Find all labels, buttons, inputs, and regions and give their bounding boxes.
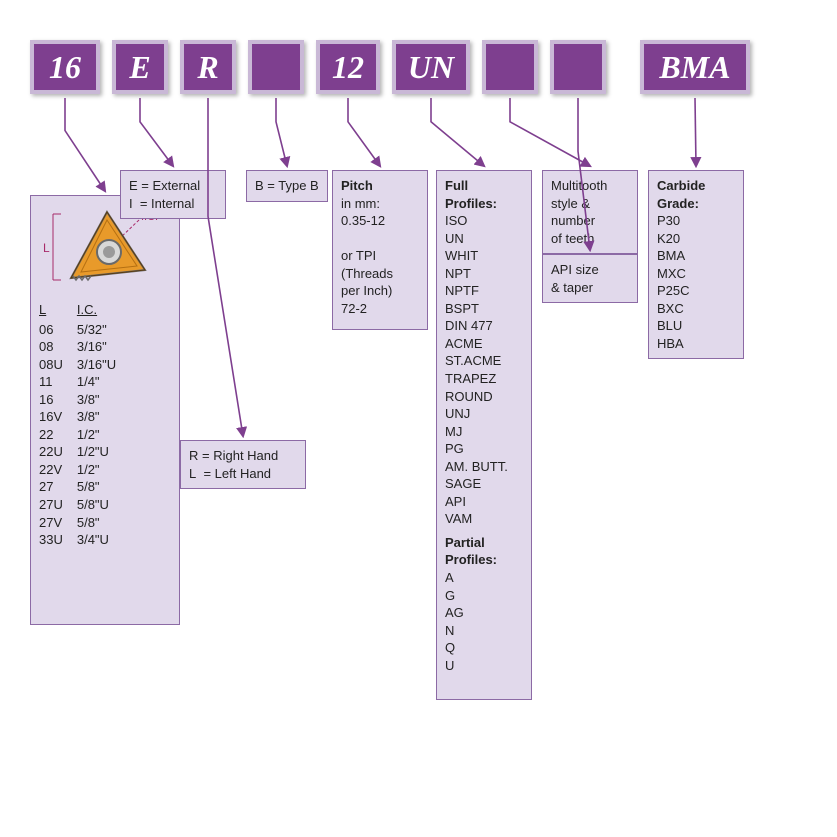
code-box-bUN: UN — [392, 40, 470, 94]
profile-item: U — [445, 657, 523, 675]
profile-item: BSPT — [445, 300, 523, 318]
profile-item: AG — [445, 604, 523, 622]
table-row: 33U3/4"U — [39, 531, 130, 549]
code-box-bE: E — [112, 40, 168, 94]
table-row: 22U1/2"U — [39, 443, 130, 461]
profile-item: PG — [445, 440, 523, 458]
profile-item: AM. BUTT. — [445, 458, 523, 476]
profile-item: UN — [445, 230, 523, 248]
profile-item: G — [445, 587, 523, 605]
arrow — [695, 98, 696, 166]
code-box-bBlank3 — [550, 40, 606, 94]
profile-item: A — [445, 569, 523, 587]
table-row: 22V1/2" — [39, 461, 130, 479]
arrow — [510, 98, 590, 166]
profile-item: NPTF — [445, 282, 523, 300]
grade-item: P30 — [657, 212, 735, 230]
arrow — [348, 98, 380, 166]
profile-item: Q — [445, 639, 523, 657]
code-box-bBMA: BMA — [640, 40, 750, 94]
arrow — [276, 98, 287, 166]
panel-pitch: Pitchin mm:0.35-12 or TPI(Threadsper Inc… — [332, 170, 428, 330]
profile-item: MJ — [445, 423, 523, 441]
grade-item: P25C — [657, 282, 735, 300]
profile-item: NPT — [445, 265, 523, 283]
profile-item: ACME — [445, 335, 523, 353]
profile-item: TRAPEZ — [445, 370, 523, 388]
profile-item: VAM — [445, 510, 523, 528]
panel-profiles: Full Profiles:ISOUNWHITNPTNPTFBSPTDIN 47… — [436, 170, 532, 700]
grade-item: BLU — [657, 317, 735, 335]
table-row: 163/8" — [39, 391, 130, 409]
profile-item: UNJ — [445, 405, 523, 423]
table-row: 275/8" — [39, 478, 130, 496]
size-table: LI.C.065/32"083/16"08U3/16"U111/4"163/8"… — [39, 301, 130, 549]
grade-item: BXC — [657, 300, 735, 318]
arrow — [431, 98, 484, 166]
code-box-b12: 12 — [316, 40, 380, 94]
code-box-bBlank2 — [482, 40, 538, 94]
panel-ei: E = ExternalI = Internal — [120, 170, 226, 219]
table-row: 27V5/8" — [39, 514, 130, 532]
table-row: 08U3/16"U — [39, 356, 130, 374]
profile-item: N — [445, 622, 523, 640]
table-row: 16V3/8" — [39, 408, 130, 426]
table-row: 111/4" — [39, 373, 130, 391]
table-row: 083/16" — [39, 338, 130, 356]
arrow — [65, 98, 105, 191]
profile-item: ROUND — [445, 388, 523, 406]
panel-rl: R = Right HandL = Left Hand — [180, 440, 306, 489]
grade-item: K20 — [657, 230, 735, 248]
profile-item: ISO — [445, 212, 523, 230]
dim-L-label: L — [43, 241, 50, 255]
table-row: 27U5/8"U — [39, 496, 130, 514]
profile-item: SAGE — [445, 475, 523, 493]
profile-item: API — [445, 493, 523, 511]
panel-multitooth: Multitoothstyle &numberof teeth — [542, 170, 638, 254]
grade-item: MXC — [657, 265, 735, 283]
panel-typeb: B = Type B — [246, 170, 328, 202]
grade-item: BMA — [657, 247, 735, 265]
panel-size: L I.C. LI.C.065/32"083/16"08U3/16"U111/4… — [30, 195, 180, 625]
panel-grade: Carbide Grade:P30K20BMAMXCP25CBXCBLUHBA — [648, 170, 744, 359]
size-col-header: I.C. — [77, 301, 130, 321]
arrow — [208, 98, 243, 436]
code-box-bR: R — [180, 40, 236, 94]
profile-item: DIN 477 — [445, 317, 523, 335]
profile-item: ST.ACME — [445, 352, 523, 370]
grade-item: HBA — [657, 335, 735, 353]
arrow — [140, 98, 173, 166]
code-box-b16: 16 — [30, 40, 100, 94]
code-box-bBlank1 — [248, 40, 304, 94]
table-row: 221/2" — [39, 426, 130, 444]
panel-api: API size& taper — [542, 254, 638, 303]
profile-item: WHIT — [445, 247, 523, 265]
table-row: 065/32" — [39, 321, 130, 339]
size-col-header: L — [39, 301, 77, 321]
